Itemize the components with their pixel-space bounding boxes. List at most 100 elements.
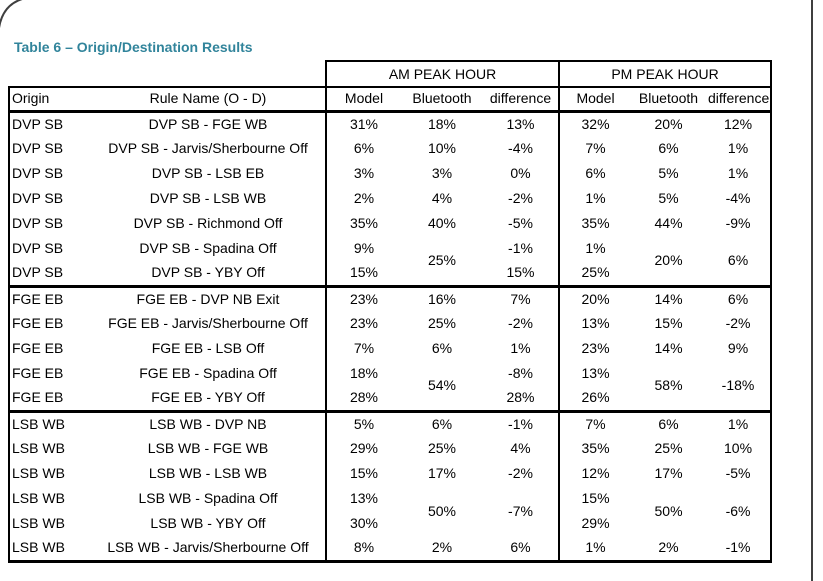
rule-name-cell: LSB WB - Spadina Off bbox=[138, 490, 278, 507]
origin-cell: LSB WB bbox=[8, 436, 91, 461]
am-bluetooth-cell: 50% bbox=[427, 502, 457, 519]
origin-cell: LSB WB bbox=[8, 461, 91, 486]
am-model-cell: 15% bbox=[325, 261, 401, 288]
origin-cell: LSB WB bbox=[8, 536, 91, 563]
am-difference-cell: 7% bbox=[510, 290, 531, 307]
rule-name-cell: FGE EB - LSB Off bbox=[151, 340, 265, 357]
am-bluetooth-cell: 40% bbox=[427, 215, 457, 232]
am-bluetooth-cell: 2% bbox=[401, 536, 483, 563]
pm-bluetooth-cell: 14% bbox=[654, 340, 683, 357]
table-row: DVP SB DVP SB - LSB EB 3% 3% 0% 6% 5% 1% bbox=[8, 161, 773, 186]
pm-bluetooth-cell: 14% bbox=[654, 290, 683, 307]
column-header-am-bluetooth: Bluetooth bbox=[401, 86, 483, 113]
am-model-cell: 35% bbox=[325, 211, 401, 236]
rule-name-cell: DVP SB - Jarvis/Sherbourne Off bbox=[108, 140, 308, 157]
pm-model-cell: 15% bbox=[558, 486, 632, 511]
am-model-cell: 8% bbox=[325, 536, 401, 563]
table-row: FGE EB FGE EB - DVP NB Exit 23% 16% 7% 20% 14%… bbox=[8, 286, 773, 311]
am-model-cell: 2% bbox=[325, 186, 401, 211]
am-difference-cell: -1% bbox=[508, 240, 533, 257]
origin-cell: LSB WB bbox=[8, 411, 91, 436]
table-row: DVP SB DVP SB - Jarvis/Sherbourne Off 6% 10… bbox=[8, 136, 773, 161]
am-model-cell: 30% bbox=[325, 511, 401, 536]
pm-difference-cell: -18% bbox=[706, 361, 773, 413]
rule-name-cell: DVP SB - LSB WB bbox=[149, 190, 267, 207]
am-difference-cell: -7% bbox=[508, 502, 533, 519]
origin-cell: FGE EB bbox=[8, 336, 91, 361]
rule-name-cell: FGE EB - Jarvis/Sherbourne Off bbox=[108, 315, 308, 332]
origin-cell: FGE EB bbox=[8, 361, 91, 386]
am-difference-cell: 15% bbox=[483, 261, 560, 288]
pm-difference-cell: 1% bbox=[706, 136, 773, 161]
pm-difference-cell: -2% bbox=[706, 311, 773, 336]
pm-difference-cell: 1% bbox=[706, 411, 773, 436]
pm-model-cell: 13% bbox=[558, 311, 632, 336]
am-model-cell: 31% bbox=[325, 111, 401, 136]
pm-model-cell: 29% bbox=[558, 511, 632, 536]
pm-bluetooth-cell: 20% bbox=[654, 115, 683, 132]
rule-name-cell: LSB WB - FGE WB bbox=[147, 440, 269, 457]
pm-difference-cell: 6% bbox=[706, 286, 773, 311]
am-bluetooth-cell: 18% bbox=[427, 115, 457, 132]
origin-cell: FGE EB bbox=[8, 311, 91, 336]
am-difference-cell: -1% bbox=[508, 415, 533, 432]
rule-name-cell: DVP SB - YBY Off bbox=[91, 261, 326, 288]
column-header-pm-bluetooth: Bluetooth bbox=[631, 86, 707, 113]
page-corner-curve-decoration bbox=[0, 0, 23, 29]
column-header-am-model: Model bbox=[325, 86, 401, 113]
rule-name-cell: LSB WB - YBY Off bbox=[150, 515, 266, 532]
rule-name-cell: FGE EB - YBY Off bbox=[91, 386, 326, 413]
am-model-cell: 29% bbox=[325, 436, 401, 461]
rule-name-cell: LSB WB - DVP NB bbox=[149, 415, 267, 432]
pm-bluetooth-cell: 58% bbox=[631, 361, 707, 413]
table-row: LSB WB LSB WB - FGE WB 29% 25% 4% 35% 25% 10% bbox=[8, 436, 773, 461]
am-bluetooth-cell: 25% bbox=[427, 440, 457, 457]
am-model-cell: 15% bbox=[325, 461, 401, 486]
am-bluetooth-cell: 17% bbox=[427, 465, 457, 482]
table-row: DVP SB DVP SB - YBY Off 15% 15% 25% bbox=[8, 261, 771, 288]
pm-difference-cell: 1% bbox=[706, 161, 773, 186]
table-row: LSB WB LSB WB - YBY Off 30% 29% bbox=[8, 511, 771, 536]
table-row: LSB WB LSB WB - Spadina Off 13% 50% -7% 15% 50… bbox=[8, 486, 773, 536]
origin-cell: DVP SB bbox=[8, 111, 91, 136]
table-row: FGE EB FGE EB - Spadina Off 18% 54% -8% 13% 58… bbox=[8, 361, 773, 413]
column-header-pm-difference: difference bbox=[706, 86, 773, 113]
table-caption: Table 6 – Origin/Destination Results bbox=[14, 39, 253, 55]
rule-name-cell: DVP SB - Richmond Off bbox=[133, 215, 283, 232]
am-model-cell: 18% bbox=[325, 361, 401, 386]
table-body: DVP SB DVP SB - FGE WB 31% 18% 13% 32% 20% 12% D… bbox=[8, 111, 773, 563]
am-difference-cell: -8% bbox=[508, 365, 533, 382]
pm-bluetooth-cell: 44% bbox=[654, 215, 683, 232]
pm-model-cell: 1% bbox=[558, 186, 632, 211]
am-model-cell: 23% bbox=[325, 311, 401, 336]
am-model-cell: 23% bbox=[325, 286, 401, 311]
am-model-cell: 13% bbox=[325, 486, 401, 511]
origin-cell: DVP SB bbox=[8, 161, 91, 186]
am-bluetooth-cell: 25% bbox=[401, 236, 483, 288]
pm-model-cell: 23% bbox=[558, 336, 632, 361]
am-bluetooth-cell: 3% bbox=[431, 165, 453, 182]
page-right-border bbox=[811, 0, 813, 581]
rule-name-cell: LSB WB - LSB WB bbox=[148, 465, 268, 482]
pm-bluetooth-cell: 20% bbox=[631, 236, 707, 288]
pm-difference-cell: -5% bbox=[706, 461, 773, 486]
pm-difference-cell: 6% bbox=[706, 236, 773, 288]
column-header-rule-name: Rule Name (O - D) bbox=[91, 86, 326, 113]
pm-bluetooth-cell: 2% bbox=[631, 536, 707, 563]
am-peak-hour-header: AM PEAK HOUR bbox=[324, 60, 561, 88]
rule-name-cell: DVP SB - LSB EB bbox=[151, 165, 265, 182]
pm-model-cell: 12% bbox=[558, 461, 632, 486]
am-bluetooth-cell: 10% bbox=[427, 140, 457, 157]
header-spacer bbox=[9, 61, 326, 87]
pm-bluetooth-cell: 6% bbox=[658, 415, 679, 432]
table-header: AM PEAK HOUR PM PEAK HOUR Origin Rule Name … bbox=[8, 60, 773, 113]
am-difference-cell: 1% bbox=[510, 340, 531, 357]
pm-difference-cell: 12% bbox=[706, 111, 773, 136]
peak-hour-header-row: AM PEAK HOUR PM PEAK HOUR bbox=[9, 60, 773, 88]
rule-name-cell: FGE EB - Spadina Off bbox=[139, 365, 277, 382]
pm-bluetooth-cell: 5% bbox=[658, 190, 679, 207]
rule-name-cell: FGE EB - DVP NB Exit bbox=[136, 290, 280, 307]
table-row: LSB WB LSB WB - Jarvis/Sherbourne Off 8% 2%… bbox=[8, 536, 773, 563]
am-model-cell: 9% bbox=[325, 236, 401, 261]
pm-difference-cell: -1% bbox=[706, 536, 773, 563]
